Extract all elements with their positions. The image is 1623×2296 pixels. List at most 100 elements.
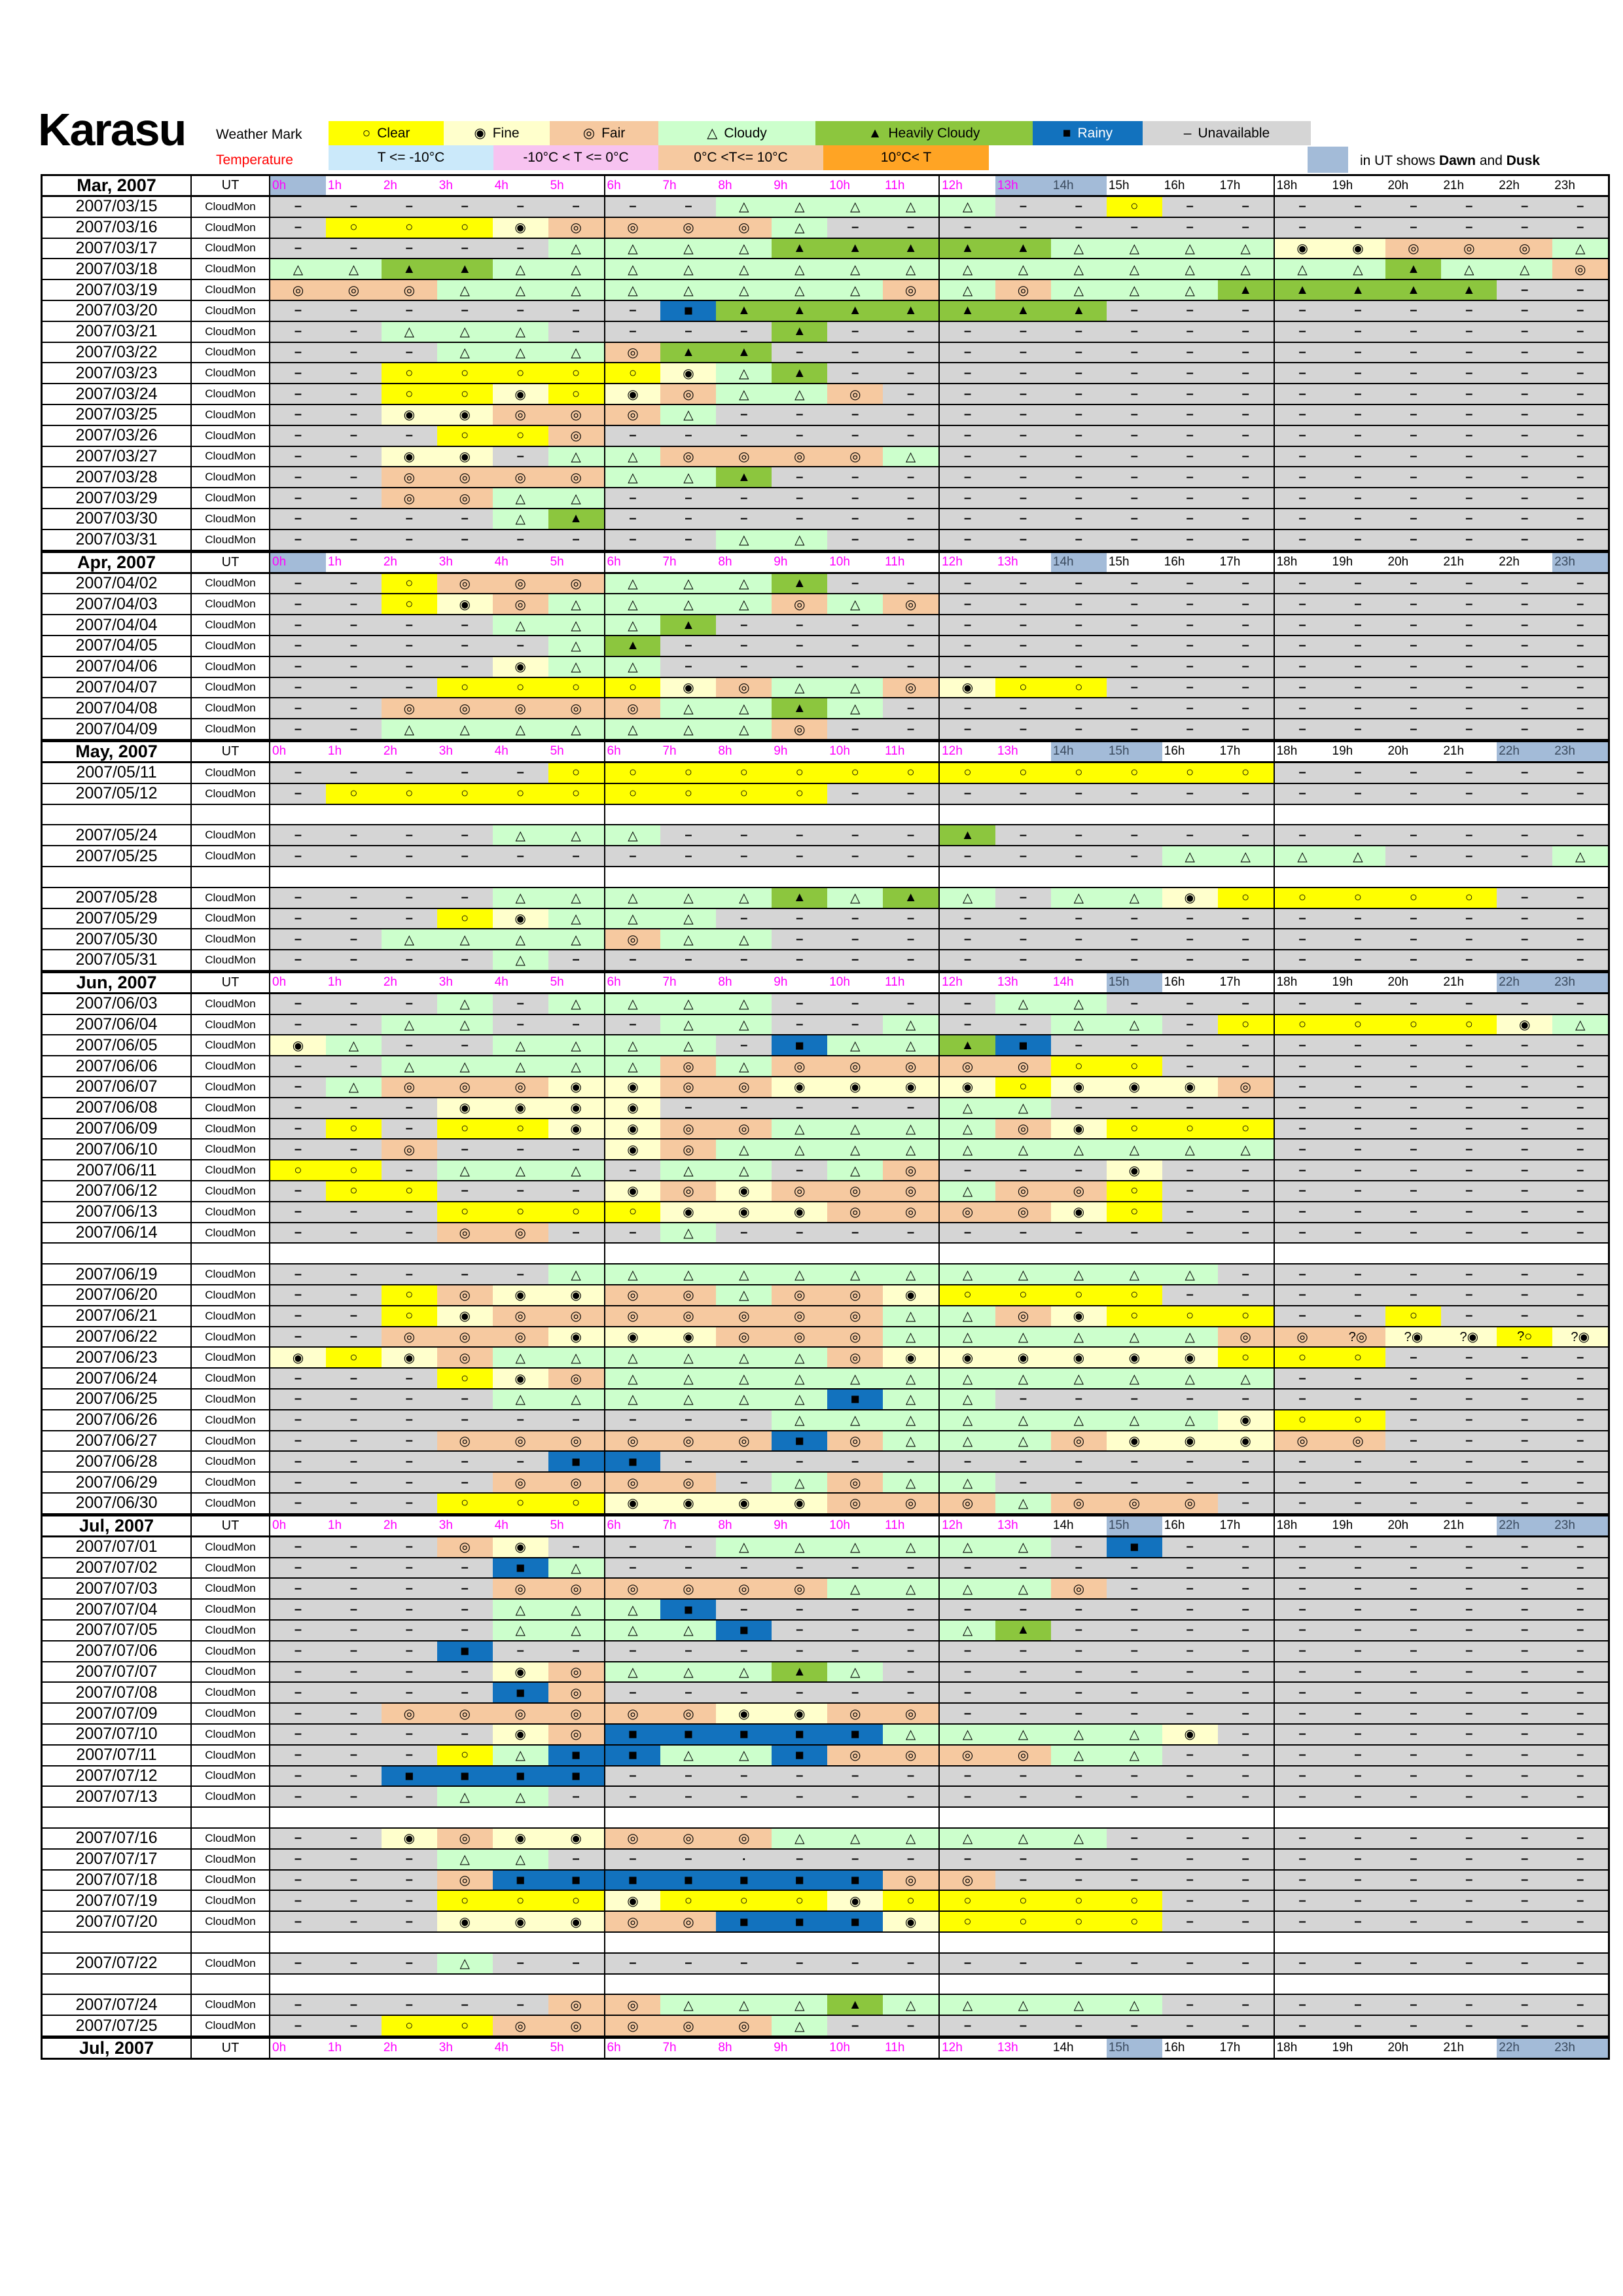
weather-cell: – [1385, 825, 1442, 846]
mark-unavailable: – [1075, 1852, 1082, 1867]
cloudy-mark-icon: △ [707, 126, 718, 141]
mark-unavailable: – [1521, 2018, 1529, 2033]
weather-cell: ◎ [548, 467, 604, 488]
mark-unavailable: – [294, 1287, 302, 1302]
date-cell: 2007/06/09 [41, 1119, 192, 1139]
mark-unavailable: – [349, 428, 357, 443]
mark-unavailable: – [1521, 1475, 1529, 1490]
weather-cell: – [772, 1683, 828, 1703]
weather-cell: ○ [603, 363, 661, 384]
weather-cell: ○ [548, 1202, 604, 1222]
mark-fair: ◎ [961, 1205, 974, 1220]
mark-cloudy: △ [515, 953, 526, 968]
mark-unavailable: – [294, 786, 302, 801]
mark-cloudy: △ [628, 1038, 638, 1053]
weather-cell: – [270, 1202, 326, 1222]
weather-cell: – [1385, 677, 1442, 698]
mark-fair: ◎ [1073, 1434, 1085, 1449]
weather-cell: – [1217, 363, 1274, 384]
mark-unavailable: – [1354, 721, 1362, 736]
weather-cell: – [1497, 1035, 1553, 1056]
weather-cell: △ [716, 929, 772, 950]
mark-heavily-cloudy: ▲ [402, 261, 416, 276]
weather-cell: – [270, 1119, 326, 1139]
weather-cell: △ [772, 259, 828, 279]
mark-unavailable: – [1019, 1789, 1027, 1804]
weather-cell: ◎ [660, 1285, 717, 1305]
weather-cell: ○ [1441, 1014, 1497, 1035]
weather-cell: ◎ [1050, 1181, 1107, 1201]
weather-cell: – [660, 1849, 717, 1869]
mark-fine: ◉ [1184, 891, 1196, 906]
row-label: CloudMon [192, 342, 270, 363]
ut-label: UT [192, 552, 270, 572]
weather-cell: – [1217, 1098, 1274, 1118]
weather-cell: ○ [492, 677, 548, 698]
mark-unavailable: – [1241, 1997, 1249, 2012]
table-row: 2007/03/31 CloudMon – – – – – – – – △ △ – – – – – – – – – – – –… [41, 529, 1610, 551]
weather-cell: – [1552, 488, 1609, 508]
weather-cell: – [270, 1098, 326, 1118]
weather-cell: – [548, 1181, 604, 1201]
legend-weather-6: – Unavailable [1143, 121, 1311, 145]
mark-cloudy: △ [571, 660, 581, 675]
mark-unavailable: – [405, 1664, 413, 1679]
weather-cell: △ [938, 1828, 995, 1848]
mark-unavailable: – [1019, 1685, 1027, 1700]
weather-cell: – [1497, 1600, 1553, 1619]
weather-cell: ○ [492, 425, 548, 446]
mark-unavailable: – [461, 952, 469, 967]
mark-unavailable: – [461, 240, 469, 255]
mark-unavailable: – [349, 1748, 357, 1763]
mark-unavailable: – [349, 931, 357, 946]
mark-unavailable: – [1410, 1496, 1418, 1511]
weather-cell: – [827, 719, 883, 739]
weather-cell: ▲ [938, 1035, 995, 1056]
mark-unavailable: – [349, 1539, 357, 1554]
mark-unavailable: – [1298, 324, 1306, 339]
weather-cell: – [1330, 615, 1386, 635]
mark-unavailable: – [1521, 344, 1529, 359]
mark-unavailable: – [1130, 490, 1138, 505]
weather-cell: △ [437, 280, 493, 300]
weather-cell: △ [660, 1223, 717, 1243]
weather-cell: – [1441, 217, 1497, 238]
weather-cell: ▲ [938, 300, 995, 321]
mark-unavailable: – [1465, 386, 1473, 401]
mark-unavailable: – [1521, 1079, 1529, 1094]
weather-cell: ○ [1050, 1056, 1107, 1077]
mark-unavailable: – [851, 848, 859, 863]
row-label: CloudMon [192, 1306, 270, 1326]
weather-cell: △ [827, 259, 883, 279]
ut-label: UT [192, 2038, 270, 2058]
weather-cell: – [381, 1494, 437, 1513]
mark-unavailable: – [963, 617, 972, 632]
weather-cell: – [1385, 573, 1442, 594]
weather-cell: ◎ [548, 1306, 604, 1326]
weather-cell: ○ [716, 762, 772, 783]
mark-fair: ◎ [627, 1475, 639, 1490]
weather-cell: △ [492, 1600, 548, 1619]
weather-cell: ■ [548, 1766, 604, 1786]
weather-cell: ○ [381, 1285, 437, 1305]
mark-unavailable: – [1354, 532, 1362, 547]
weather-cell: △ [883, 1724, 939, 1744]
mark-unavailable: – [1130, 996, 1138, 1011]
weather-cell: – [381, 615, 437, 635]
weather-cell: – [938, 573, 995, 594]
weather-cell: △ [772, 1348, 828, 1368]
weather-cell: – [938, 467, 995, 488]
weather-cell: – [1050, 1600, 1107, 1619]
weather-cell: – [995, 594, 1051, 615]
hour-tick-21h: 21h [1441, 1516, 1497, 1535]
mark-cloudy: △ [962, 1392, 973, 1407]
mark-unavailable: – [1186, 1475, 1194, 1490]
mark-unavailable: – [685, 199, 692, 214]
mark-unavailable: – [1241, 1664, 1249, 1679]
mark-unavailable: – [294, 1308, 302, 1323]
table-row: 2007/04/02 CloudMon – – ○ ◎ ◎ ◎ △ △ △ ▲ – – – – – – – – – – – –… [41, 573, 1610, 595]
month-title: May, 2007 [41, 742, 192, 761]
mark-clear: ○ [572, 1496, 580, 1511]
weather-cell: – [1330, 762, 1386, 783]
mark-fair: ◎ [570, 1309, 582, 1324]
